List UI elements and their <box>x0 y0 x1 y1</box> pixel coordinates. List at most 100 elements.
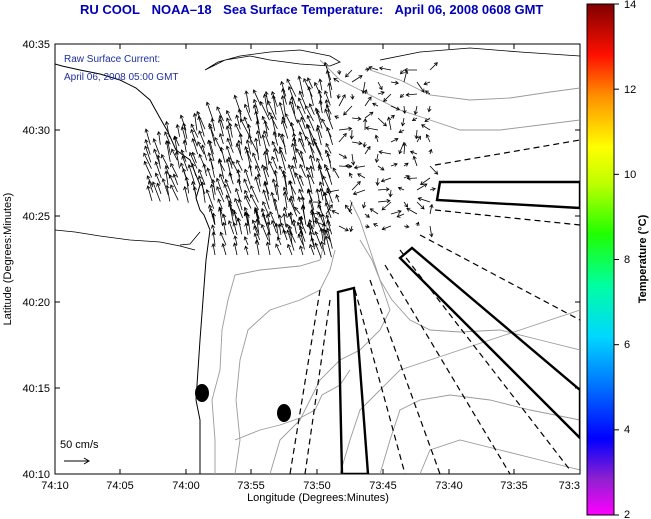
current-vector <box>377 117 387 127</box>
current-vector-head <box>313 81 318 87</box>
current-vector <box>273 131 279 146</box>
current-vector <box>169 174 178 193</box>
current-vector-head <box>205 189 210 194</box>
current-vector <box>191 163 197 177</box>
current-vector <box>399 141 405 154</box>
current-vector-head <box>197 175 202 180</box>
current-vector-head <box>170 162 175 168</box>
current-vector <box>209 140 214 155</box>
current-vector <box>429 149 432 155</box>
current-vector <box>406 93 418 96</box>
current-vector-head <box>353 165 358 170</box>
current-vector <box>372 102 379 107</box>
current-vector-head <box>304 105 309 110</box>
current-vector-head <box>208 125 213 130</box>
current-vector-head <box>234 197 239 203</box>
x-tick-label: 73:45 <box>369 480 397 492</box>
current-vector <box>423 81 431 85</box>
current-vector <box>246 139 252 155</box>
current-vector <box>218 119 224 137</box>
current-vector-head <box>424 90 430 95</box>
current-vector-head <box>192 186 198 191</box>
current-vector-head <box>181 155 186 160</box>
current-vector <box>157 155 161 169</box>
current-vector <box>264 151 268 171</box>
current-vector-head <box>402 142 407 147</box>
colorbar-tick-label: 10 <box>624 169 636 181</box>
current-vector-head <box>278 146 283 151</box>
current-vector-head <box>156 154 161 159</box>
current-vector-head <box>206 167 211 172</box>
current-vector-head <box>362 204 367 209</box>
current-vector-head <box>317 163 322 169</box>
current-vector-head <box>207 152 212 157</box>
current-vector-head <box>318 99 323 105</box>
current-vector-head <box>266 221 271 226</box>
current-vector-head <box>288 100 293 105</box>
current-vector-head <box>425 133 430 139</box>
current-vector-head <box>243 116 248 121</box>
current-vector-head <box>281 88 286 93</box>
current-vector <box>316 127 322 146</box>
current-vector-head <box>358 141 363 146</box>
current-vector <box>144 161 153 178</box>
current-vector <box>307 174 313 195</box>
current-vector <box>277 237 282 246</box>
current-vector <box>338 133 347 143</box>
current-vector-head <box>172 135 178 140</box>
current-vector <box>228 157 233 169</box>
current-vector-head <box>266 231 271 236</box>
current-vector-head <box>398 129 403 134</box>
current-vector-head <box>390 114 395 119</box>
current-vector <box>273 148 279 162</box>
current-vector-head <box>288 180 293 185</box>
current-vector-head <box>286 243 291 248</box>
current-vector <box>240 118 251 138</box>
current-vector-head <box>288 231 294 236</box>
current-vector-head <box>209 183 215 188</box>
current-vector-head <box>386 198 391 204</box>
current-vector-head <box>228 172 233 177</box>
current-vector-head <box>244 90 249 95</box>
contour-line <box>234 249 336 474</box>
current-vector-head <box>246 123 252 128</box>
current-vector <box>244 207 250 218</box>
current-vector <box>363 141 366 148</box>
current-vector <box>263 130 270 147</box>
current-vector <box>275 243 282 256</box>
current-vector-head <box>205 101 210 106</box>
current-vector <box>321 118 332 138</box>
current-vector <box>425 90 431 95</box>
current-vector-head <box>300 205 306 210</box>
contour-line <box>359 239 580 351</box>
current-vector <box>390 210 402 215</box>
current-vector <box>212 243 216 256</box>
current-vector-head <box>244 212 249 217</box>
current-vector-head <box>365 213 370 218</box>
current-vector <box>253 99 259 113</box>
current-vector-head <box>144 128 149 133</box>
current-vector-head <box>403 67 408 73</box>
current-vector-head <box>308 218 313 224</box>
current-vector <box>250 194 259 211</box>
current-vector <box>283 174 288 195</box>
current-vector-head <box>326 227 331 232</box>
current-vector-head <box>299 150 304 155</box>
current-vector-head <box>388 193 393 198</box>
current-vector-head <box>324 149 329 154</box>
current-vector-head <box>420 181 425 185</box>
current-vector-head <box>236 217 241 222</box>
current-vector-head <box>429 203 434 209</box>
current-vector-head <box>287 164 292 169</box>
current-vector-head <box>232 222 237 227</box>
current-vector <box>184 186 189 203</box>
current-vector <box>390 105 400 111</box>
current-vector <box>416 136 421 143</box>
current-vector <box>228 220 235 235</box>
current-vector-head <box>282 229 287 234</box>
current-vector <box>298 234 304 246</box>
current-vector <box>351 181 361 191</box>
current-vector <box>223 222 227 236</box>
colorbar <box>586 3 615 516</box>
current-vector <box>306 167 315 185</box>
